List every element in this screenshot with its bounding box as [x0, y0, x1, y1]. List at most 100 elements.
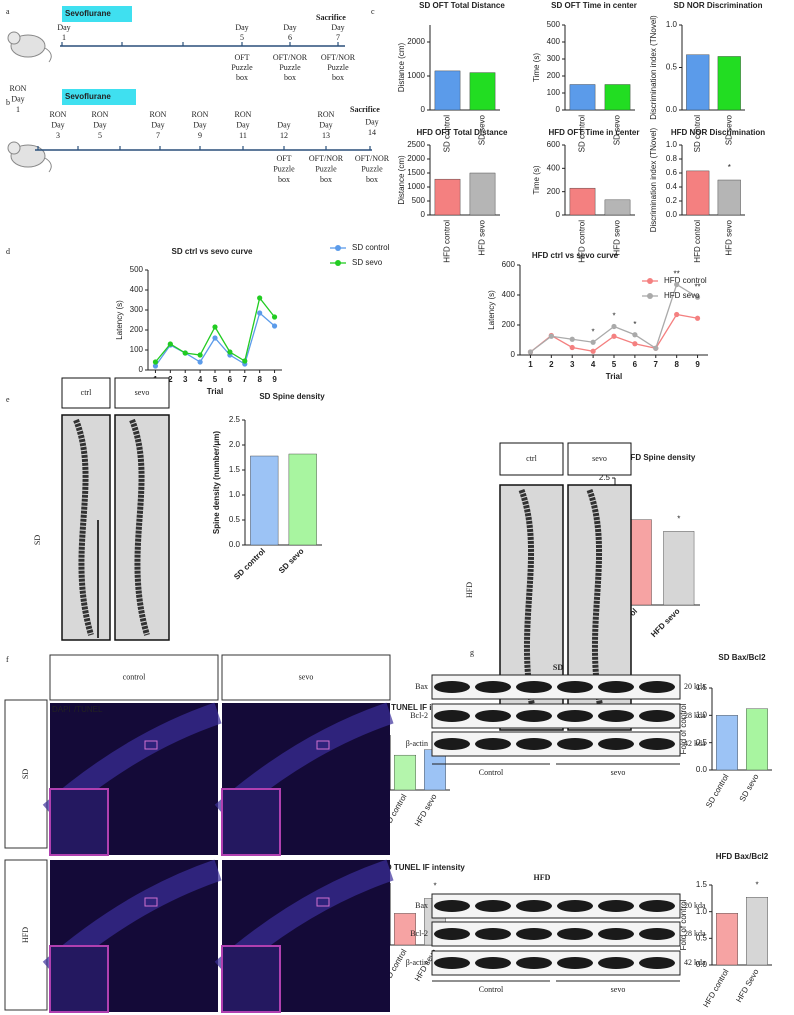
y-tick-label: 1.5 — [696, 683, 708, 692]
size-label: 28 kda — [684, 929, 706, 938]
series-point — [611, 323, 617, 330]
blot-band — [598, 738, 634, 750]
image-label: ctrl — [526, 454, 537, 463]
y-axis-label: Discrimination index (TNovel) — [649, 127, 658, 232]
event-test: box — [366, 175, 378, 184]
mouse-icon — [44, 157, 52, 173]
bar — [394, 913, 417, 946]
group-label: sevo — [611, 985, 626, 994]
series-point — [632, 341, 638, 347]
series-point — [590, 339, 596, 345]
x-tick-label: 7 — [243, 375, 248, 384]
bar — [288, 453, 317, 546]
event-test: Puzzle — [279, 63, 301, 72]
y-tick-label: 600 — [547, 140, 561, 149]
x-tick-label: 8 — [674, 360, 679, 369]
column-label: sevo — [299, 672, 314, 681]
row-box — [4, 859, 48, 1011]
y-tick-label: 600 — [502, 260, 516, 269]
blot-band — [434, 900, 470, 912]
blot-band — [639, 928, 675, 940]
series-point — [271, 314, 278, 320]
mouse-icon — [7, 141, 21, 155]
panel-label: c — [371, 7, 375, 16]
bar — [746, 897, 769, 966]
event-test: OFT/NOR — [355, 154, 390, 163]
event-test: box — [278, 175, 290, 184]
event-day: 14 — [368, 128, 376, 137]
blot-band — [516, 710, 552, 722]
mouse-icon — [44, 47, 52, 63]
event-day: RON — [235, 110, 252, 119]
bar — [434, 70, 461, 111]
significance: * — [592, 327, 595, 336]
roi — [316, 897, 330, 907]
y-tick-label: 2500 — [407, 140, 425, 149]
significance: * — [612, 312, 615, 321]
size-label: 20 kda — [684, 901, 706, 910]
group-label: Control — [479, 768, 504, 777]
x-tick-label: SD control — [443, 115, 452, 153]
chart-title: SD Bax/Bcl2 — [718, 653, 766, 662]
protein-label: Bcl-2 — [410, 929, 428, 938]
blot-band — [557, 710, 593, 722]
y-tick-label: 0.0 — [666, 210, 678, 219]
y-tick-label: 500 — [547, 20, 561, 29]
bar — [663, 531, 695, 606]
event-day: 13 — [322, 131, 330, 140]
event-test: OFT/NOR — [273, 53, 308, 62]
x-axis-label: Trial — [207, 387, 223, 396]
column-label: control — [123, 672, 146, 681]
x-tick-label: HFD sevo — [478, 219, 487, 255]
y-tick-label: 300 — [547, 54, 561, 63]
x-tick-label: SD control — [578, 115, 587, 153]
y-tick-label: 0.0 — [696, 765, 708, 774]
y-tick-label: 1.5 — [229, 465, 241, 474]
size-label: 28 kda — [684, 711, 706, 720]
y-axis-label: Discrimination index (TNovel) — [649, 15, 658, 120]
blot-band — [557, 957, 593, 969]
x-tick-label: 6 — [633, 360, 638, 369]
inset — [221, 945, 281, 1013]
series-point — [197, 352, 203, 358]
y-axis-label: Distance (cm) — [397, 155, 406, 205]
x-tick-label: 9 — [695, 360, 700, 369]
bar — [686, 54, 710, 111]
blot-band — [475, 928, 511, 940]
y-tick-label: 2.5 — [229, 415, 241, 424]
inset — [49, 788, 109, 856]
y-tick-label: 400 — [502, 290, 516, 299]
event-test: box — [284, 73, 296, 82]
event-test: box — [320, 175, 332, 184]
blot-strip — [431, 674, 681, 700]
x-tick-label: 5 — [213, 375, 218, 384]
blot-band — [557, 681, 593, 693]
event-test: Puzzle — [315, 164, 337, 173]
y-tick-label: 0.5 — [696, 933, 708, 942]
event-day: 11 — [239, 131, 247, 140]
blot-band — [598, 681, 634, 693]
y-tick-label: 300 — [130, 305, 144, 314]
series-point — [152, 363, 159, 369]
series-point — [674, 311, 680, 318]
y-tick-label: 400 — [130, 285, 144, 294]
series-point — [227, 349, 233, 355]
dendrite — [129, 418, 150, 636]
roi — [316, 740, 330, 750]
protein-label: β-actin — [406, 739, 428, 748]
y-axis-label: Fold of control — [679, 899, 688, 950]
blot-band — [475, 681, 511, 693]
roi — [144, 897, 158, 907]
y-tick-label: 1.5 — [696, 880, 708, 889]
series-point — [548, 333, 554, 339]
x-tick-label: HFD sevo — [724, 219, 733, 255]
bar — [604, 199, 631, 216]
panel-label: b — [6, 98, 10, 107]
series-point — [590, 348, 596, 354]
image-label-box — [567, 442, 632, 476]
bar — [569, 84, 596, 111]
x-tick-label: SD sevo — [724, 114, 733, 145]
blot-band — [516, 900, 552, 912]
chart-title: HFD OFT Time in center — [549, 128, 640, 137]
legend-swatch — [335, 245, 341, 251]
